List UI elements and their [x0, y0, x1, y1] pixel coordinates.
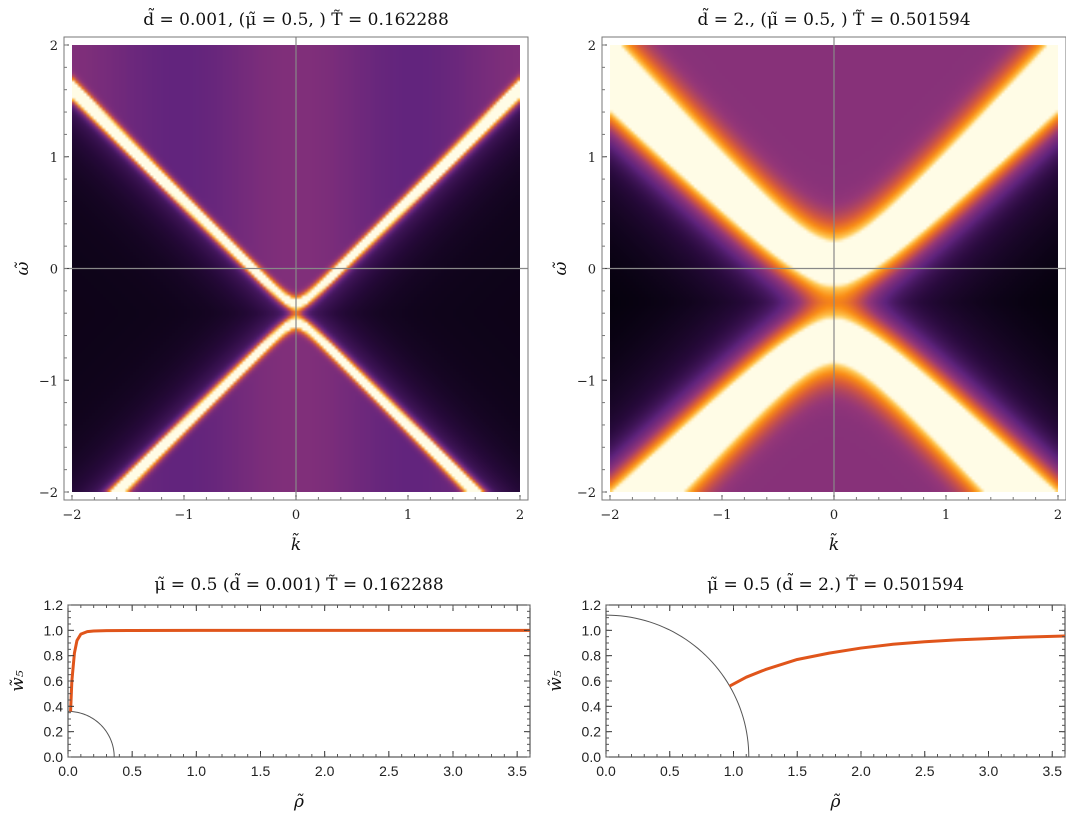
x-tick-label: 0 [830, 508, 838, 523]
y-axis-label: w̃₅ [546, 670, 566, 692]
x-tick-label: −1 [174, 508, 193, 523]
x-tick-label: 1.0 [187, 763, 207, 779]
x-tick-label: 1.5 [251, 763, 271, 779]
y-tick-label: −1 [577, 374, 596, 389]
y-axis-label: w̃₅ [8, 670, 28, 692]
chart-title: μ̃ = 0.5 (d̃ = 0.001) T̃ = 0.162288 [154, 573, 443, 595]
x-tick-label: 2.5 [379, 763, 399, 779]
y-tick-label: 0.4 [44, 698, 64, 714]
x-tick-label: 1.0 [724, 763, 744, 779]
x-tick-label: 0.0 [596, 763, 616, 779]
plot-frame [67, 604, 531, 758]
y-tick-label: 0.2 [44, 724, 64, 740]
y-tick-label: 0 [50, 263, 58, 278]
y-tick-label: 0.0 [582, 749, 602, 765]
x-tick-label: 1.5 [788, 763, 808, 779]
x-tick-label: 2 [1054, 508, 1062, 523]
x-tick-label: 2.0 [851, 763, 871, 779]
y-tick-label: 0.8 [44, 648, 64, 664]
x-axis-label: ρ̃ [830, 792, 841, 812]
x-tick-label: 1 [404, 508, 412, 523]
x-tick-label: 0.5 [660, 763, 680, 779]
x-tick-label: 2.5 [915, 763, 935, 779]
heatmap-panel-1: −2 −2 −1 −1 0 0 1 1 2 2 d̃ = 2., (μ̃ = 0.5, ) T̃ =… [551, 8, 1066, 555]
x-tick-label: 3.0 [979, 763, 999, 779]
y-tick-label: 0.2 [582, 724, 602, 740]
chart-title: d̃ = 2., (μ̃ = 0.5, ) T̃ = 0.501594 [697, 8, 970, 30]
horizon-arc [605, 614, 750, 758]
horizon-arc [67, 710, 115, 758]
x-axis-label: k̃ [291, 533, 301, 555]
x-tick-label: 3.0 [443, 763, 463, 779]
line-panel-3: 0.0 0.5 1.0 1.5 2.0 2.5 3.0 3.5 0.0 0.2 0.4 0.6 0.8 1… [546, 573, 1066, 812]
y-tick-label: −2 [39, 486, 58, 501]
y-tick-label: 1.0 [582, 622, 602, 638]
x-tick-label: −2 [600, 508, 619, 523]
y-tick-label: 1.0 [44, 622, 64, 638]
x-tick-label: 0 [292, 508, 300, 523]
x-tick-label: 0.0 [58, 763, 78, 779]
heatmap-panel-0: −2 −2 −1 −1 0 0 1 1 2 2 d̃ = 0.001, (μ̃ = 0.5, ) T… [13, 8, 529, 555]
x-tick-label: −2 [62, 508, 81, 523]
y-tick-label: 0.0 [44, 749, 64, 765]
x-tick-label: 0.5 [122, 763, 142, 779]
x-tick-label: 2.0 [315, 763, 335, 779]
y-tick-label: 0.8 [582, 648, 602, 664]
x-axis-label: ρ̃ [293, 792, 304, 812]
y-tick-label: 2 [588, 39, 596, 54]
chart-title: d̃ = 0.001, (μ̃ = 0.5, ) T̃ = 0.162288 [143, 8, 449, 30]
y-tick-label: 0.6 [44, 673, 64, 689]
plot-frame [605, 604, 1066, 758]
x-tick-label: 2 [516, 508, 524, 523]
y-tick-label: 1.2 [582, 597, 602, 613]
y-tick-label: 0.6 [582, 673, 602, 689]
series-line [728, 634, 1066, 688]
y-tick-label: 1 [588, 151, 596, 166]
x-tick-label: 1 [942, 508, 950, 523]
y-axis-label: ω̃ [13, 261, 33, 275]
x-tick-label: 3.5 [1043, 763, 1063, 779]
y-tick-label: 0.4 [582, 698, 602, 714]
y-tick-label: 0 [588, 263, 596, 278]
y-tick-label: 1 [50, 151, 58, 166]
x-tick-label: −1 [712, 508, 731, 523]
x-tick-label: 3.5 [507, 763, 527, 779]
y-axis-label: ω̃ [551, 261, 571, 275]
series-line [69, 628, 530, 712]
line-panel-2: 0.0 0.5 1.0 1.5 2.0 2.5 3.0 3.5 0.0 0.2 0.4 0.6 0.8 1… [8, 573, 531, 812]
y-tick-label: −2 [577, 486, 596, 501]
x-axis-label: k̃ [829, 533, 839, 555]
chart-title: μ̃ = 0.5 (d̃ = 2.) T̃ = 0.501594 [707, 573, 964, 595]
y-tick-label: 2 [50, 39, 58, 54]
y-tick-label: −1 [39, 374, 58, 389]
y-tick-label: 1.2 [44, 597, 64, 613]
